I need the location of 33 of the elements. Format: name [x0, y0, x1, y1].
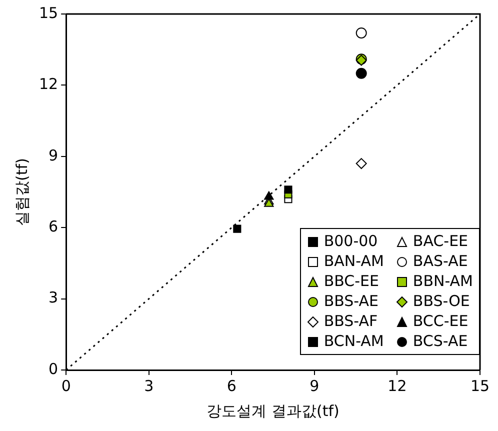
y-tick-label: 12	[38, 75, 58, 94]
legend-label: BBS-AF	[324, 312, 378, 331]
x-tick-label: 12	[388, 376, 407, 395]
y-tick-label: 15	[38, 4, 58, 22]
legend-label: BBC-EE	[324, 272, 380, 291]
legend-label: BAS-AE	[412, 252, 468, 271]
legend-label: BBN-AM	[412, 272, 473, 291]
x-tick-label: 3	[144, 376, 154, 395]
y-tick-label: 9	[48, 146, 58, 164]
y-tick-label: 3	[48, 288, 58, 307]
legend-label: BAC-EE	[412, 232, 468, 251]
point	[233, 224, 242, 233]
legend-label: BBS-AE	[324, 292, 379, 311]
legend-label: BCC-EE	[412, 312, 468, 331]
legend-label: BAN-AM	[324, 252, 384, 271]
legend-label: BCS-AE	[412, 332, 468, 351]
legend-label: BBS-OE	[412, 292, 470, 311]
legend-label: BCN-AM	[324, 332, 384, 351]
point	[264, 198, 274, 207]
y-tick-label: 0	[48, 360, 58, 378]
point	[264, 191, 274, 200]
point	[356, 158, 367, 170]
x-tick-label: 0	[61, 376, 71, 395]
point	[356, 27, 367, 38]
point	[356, 68, 367, 79]
x-axis-title: 강도설계 결과값(tf)	[206, 402, 340, 420]
y-axis-title: 실험값(tf)	[12, 158, 31, 226]
x-tick-label: 6	[226, 376, 236, 395]
y-tick-label: 6	[48, 217, 58, 236]
x-tick-label: 15	[470, 376, 490, 395]
x-tick-label: 9	[310, 376, 320, 395]
legend-label: B00-00	[324, 232, 378, 251]
point	[284, 186, 292, 194]
